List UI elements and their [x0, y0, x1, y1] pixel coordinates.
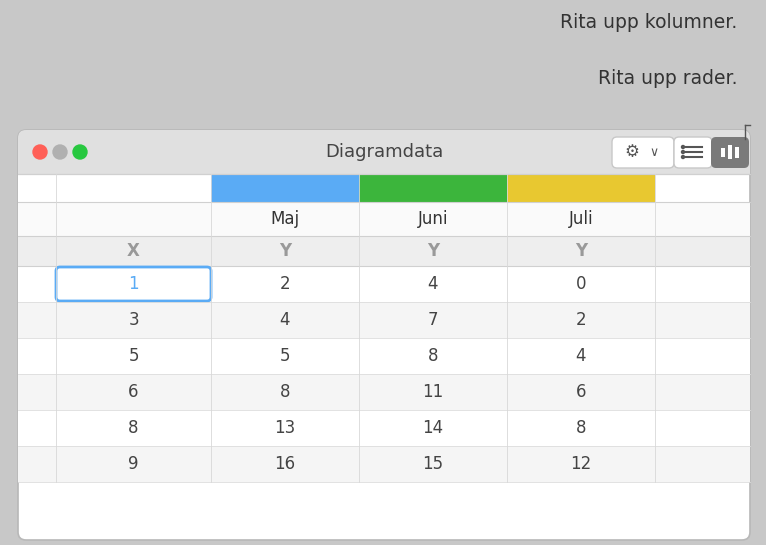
Text: Rita upp kolumner.: Rita upp kolumner. — [560, 13, 737, 32]
Text: 8: 8 — [280, 383, 290, 401]
Circle shape — [682, 150, 685, 154]
Bar — [18, 164, 750, 174]
Text: 9: 9 — [128, 455, 139, 473]
Bar — [18, 338, 750, 374]
Bar — [18, 374, 750, 410]
Text: 0: 0 — [576, 275, 586, 293]
Text: 6: 6 — [576, 383, 586, 401]
Text: X: X — [127, 242, 140, 260]
Circle shape — [73, 145, 87, 159]
Bar — [18, 302, 750, 338]
Bar — [721, 148, 725, 156]
Text: Maj: Maj — [270, 210, 300, 228]
Text: 11: 11 — [422, 383, 444, 401]
Circle shape — [33, 145, 47, 159]
Text: 3: 3 — [128, 311, 139, 329]
Bar — [18, 266, 750, 302]
FancyBboxPatch shape — [674, 137, 712, 168]
Text: 4: 4 — [280, 311, 290, 329]
Text: 12: 12 — [571, 455, 591, 473]
Bar — [18, 174, 211, 202]
Text: 7: 7 — [427, 311, 438, 329]
Text: 1: 1 — [128, 275, 139, 293]
Bar — [735, 147, 739, 158]
Text: Y: Y — [427, 242, 439, 260]
Text: 2: 2 — [280, 275, 290, 293]
Text: 16: 16 — [274, 455, 296, 473]
Text: 8: 8 — [576, 419, 586, 437]
Bar — [211, 174, 359, 202]
Text: 4: 4 — [576, 347, 586, 365]
Text: 2: 2 — [576, 311, 586, 329]
Text: 13: 13 — [274, 419, 296, 437]
Text: 5: 5 — [128, 347, 139, 365]
Text: 8: 8 — [128, 419, 139, 437]
Text: 14: 14 — [422, 419, 444, 437]
FancyBboxPatch shape — [612, 137, 674, 168]
Bar — [507, 174, 655, 202]
FancyBboxPatch shape — [56, 267, 211, 301]
FancyBboxPatch shape — [711, 137, 749, 168]
Text: Diagramdata: Diagramdata — [325, 143, 443, 161]
Text: 5: 5 — [280, 347, 290, 365]
Text: 8: 8 — [427, 347, 438, 365]
Text: Rita upp rader.: Rita upp rader. — [597, 69, 737, 88]
Text: ∨: ∨ — [650, 146, 659, 159]
Text: ⚙: ⚙ — [624, 143, 640, 161]
Bar — [18, 410, 750, 446]
Bar — [18, 236, 750, 266]
Text: Juli: Juli — [568, 210, 594, 228]
Bar — [359, 174, 507, 202]
Text: Juni: Juni — [417, 210, 448, 228]
Bar — [18, 446, 750, 482]
Bar — [18, 202, 750, 236]
Text: 6: 6 — [128, 383, 139, 401]
Circle shape — [53, 145, 67, 159]
FancyBboxPatch shape — [18, 130, 750, 540]
Circle shape — [682, 146, 685, 148]
Text: Y: Y — [279, 242, 291, 260]
Text: Y: Y — [575, 242, 587, 260]
Circle shape — [682, 155, 685, 159]
FancyBboxPatch shape — [18, 130, 750, 174]
Text: 4: 4 — [427, 275, 438, 293]
Bar — [728, 145, 732, 159]
Text: 15: 15 — [422, 455, 444, 473]
